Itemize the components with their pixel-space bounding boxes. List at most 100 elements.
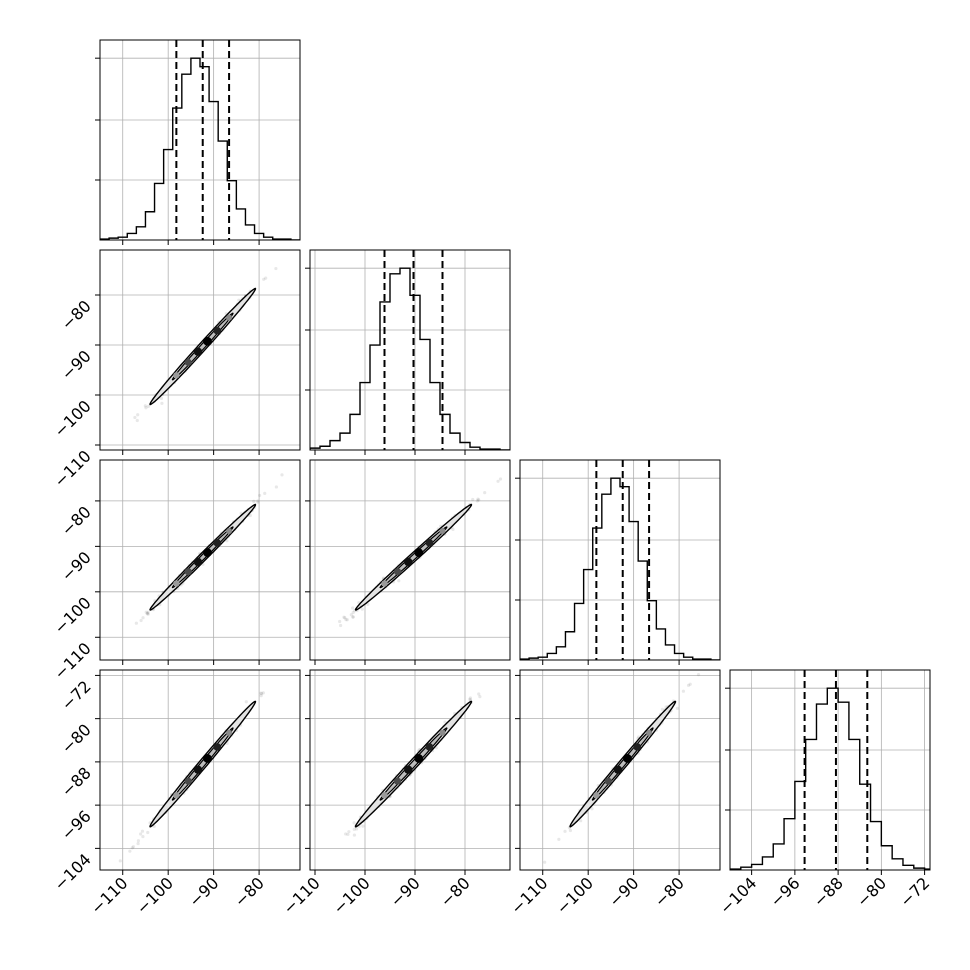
- density-core-2-0-4: [213, 539, 221, 547]
- x-tick-label-3-4: −72: [896, 873, 933, 910]
- scatter-point-3-0: [137, 839, 140, 842]
- scatter-point-2-1: [361, 608, 364, 611]
- scatter-point-1-0: [95, 460, 98, 463]
- x-tick-label-2-1: −100: [552, 873, 597, 918]
- x-tick-label-0-3: −80: [231, 873, 268, 910]
- histogram-step-2: [520, 478, 720, 660]
- scatter-point-2-0: [252, 500, 255, 503]
- x-tick-label-1-0: −110: [279, 873, 324, 918]
- density-core-2-0-3: [203, 548, 212, 557]
- scatter-panel-3-0: −110 −100 −90 −80−104−96−88−80−72: [50, 670, 300, 918]
- scatter-point-2-1: [397, 579, 400, 582]
- scatter-point-3-0: [262, 691, 265, 694]
- scatter-point-3-0: [128, 850, 131, 853]
- density-core-1-0-4: [213, 327, 221, 335]
- density-core-3-0-0: [173, 792, 179, 798]
- scatter-point-2-1: [496, 480, 499, 483]
- x-tick-label-3-0: −104: [716, 873, 761, 918]
- scatter-panel-3-1: −110 −100 −90 −80: [279, 661, 510, 918]
- scatter-point-2-0: [140, 619, 143, 622]
- scatter-point-2-1: [339, 624, 342, 627]
- scatter-point-3-0: [260, 694, 263, 697]
- scatter-point-2-0: [256, 499, 259, 502]
- density-core-3-1-3: [414, 754, 423, 763]
- scatter-point-3-2: [543, 861, 546, 864]
- scatter-point-3-1: [344, 832, 347, 835]
- density-core-3-1-5: [440, 730, 446, 736]
- scatter-point-3-2: [569, 829, 572, 832]
- scatter-point-3-0: [141, 830, 144, 833]
- hist-panel-2: [515, 460, 720, 665]
- scatter-point-1-0: [147, 405, 150, 408]
- density-core-2-1-5: [440, 528, 446, 534]
- scatter-point-2-1: [483, 491, 486, 494]
- scatter-point-2-1: [338, 620, 341, 623]
- density-core-1-0-2: [194, 347, 202, 355]
- hist-panel-3: −104 −96 −88 −80 −72: [716, 670, 935, 918]
- contour-inner-2-1: [380, 527, 447, 588]
- scatter-point-3-1: [353, 833, 356, 836]
- density-core-2-0-5: [226, 528, 232, 534]
- x-tick-label-2-2: −90: [605, 873, 642, 910]
- density-core-2-1-1: [394, 568, 401, 575]
- y-tick-label-3-0: −104: [50, 850, 95, 895]
- scatter-panel-1-0: −110−100−90−80: [50, 250, 300, 491]
- x-tick-label-1-2: −90: [387, 873, 424, 910]
- density-core-3-0-4: [213, 743, 221, 751]
- scatter-point-3-2: [661, 708, 664, 711]
- density-core-3-0-1: [185, 778, 192, 785]
- scatter-point-1-0: [264, 277, 267, 280]
- panel-frame-3-3: [730, 670, 930, 870]
- scatter-point-3-2: [563, 830, 566, 833]
- contour-inner-3-2: [592, 728, 653, 800]
- x-tick-label-1-1: −100: [329, 873, 374, 918]
- scatter-point-1-0: [133, 416, 136, 419]
- density-core-3-1-4: [426, 743, 434, 751]
- density-core-3-1-2: [404, 765, 412, 773]
- density-core-3-2-3: [623, 754, 632, 763]
- scatter-point-3-0: [146, 831, 149, 834]
- density-core-2-1-3: [414, 548, 423, 557]
- scatter-point-1-0: [160, 402, 163, 405]
- y-tick-label-3-2: −88: [58, 763, 95, 800]
- x-tick-label-1-3: −80: [437, 873, 474, 910]
- panel-frame-2-2: [520, 460, 720, 660]
- scatter-point-2-0: [275, 485, 278, 488]
- density-core-3-2-2: [614, 765, 622, 773]
- scatter-point-2-0: [147, 613, 150, 616]
- y-tick-label-1-2: −90: [58, 346, 95, 383]
- density-core-2-0-1: [185, 568, 192, 575]
- scatter-point-1-0: [136, 413, 139, 416]
- scatter-point-2-1: [350, 613, 353, 616]
- density-core-3-1-1: [394, 778, 401, 785]
- scatter-point-2-0: [263, 492, 266, 495]
- density-core-1-0-1: [185, 359, 192, 366]
- density-core-3-2-4: [633, 743, 641, 751]
- scatter-panel-2-1: [305, 460, 510, 665]
- scatter-point-2-0: [280, 473, 283, 476]
- y-tick-label-3-3: −80: [58, 720, 95, 757]
- density-core-3-2-0: [593, 792, 599, 798]
- contour-inner-2-0: [172, 527, 233, 588]
- x-tick-label-3-2: −88: [810, 873, 847, 910]
- x-tick-label-3-1: −96: [766, 873, 803, 910]
- scatter-panel-2-0: −110−100−90−80: [50, 460, 300, 683]
- x-tick-label-0-0: −110: [87, 873, 132, 918]
- scatter-point-3-2: [676, 707, 679, 710]
- density-core-3-2-1: [605, 778, 612, 785]
- scatter-point-1-0: [274, 267, 277, 270]
- x-tick-label-3-3: −80: [853, 873, 890, 910]
- contour-inner-1-0: [172, 313, 233, 380]
- density-core-2-1-0: [381, 580, 387, 586]
- x-tick-label-0-1: −100: [132, 873, 177, 918]
- y-tick-label-2-3: −80: [58, 502, 95, 539]
- y-tick-label-2-0: −110: [50, 639, 95, 684]
- scatter-point-2-1: [471, 498, 474, 501]
- scatter-point-1-0: [144, 404, 147, 407]
- scatter-point-3-1: [353, 821, 356, 824]
- y-tick-label-2-2: −90: [58, 548, 95, 585]
- panel-frame-0-0: [100, 40, 300, 240]
- scatter-point-3-1: [355, 827, 358, 830]
- scatter-point-3-1: [361, 825, 364, 828]
- scatter-point-3-0: [139, 832, 142, 835]
